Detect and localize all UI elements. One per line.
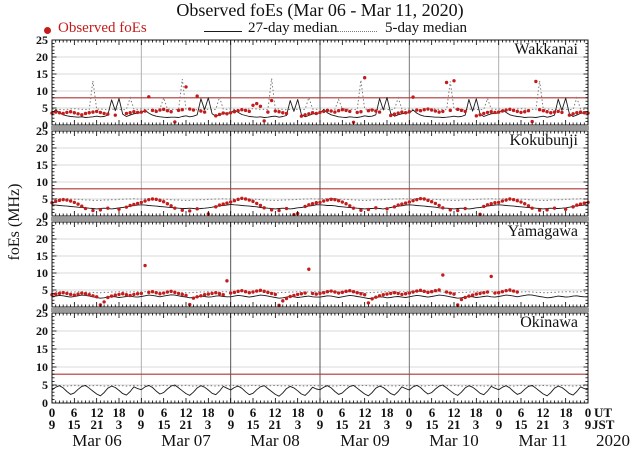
y-tick-label: 15 xyxy=(36,158,48,172)
x-tick-jst: 15 xyxy=(67,417,81,432)
x-tick-ut: 12 xyxy=(90,405,104,420)
x-tick-jst: 9 xyxy=(137,417,145,432)
x-tick-jst: 3 xyxy=(383,417,391,432)
y-tick-label: 10 xyxy=(36,84,48,98)
x-tick-jst: 9 xyxy=(584,417,592,432)
y-tick-label: 0 xyxy=(42,300,48,314)
x-tick-jst: 15 xyxy=(425,417,439,432)
x-tick-ut: 0 xyxy=(227,405,235,420)
x-tick-ut: 6 xyxy=(428,405,436,420)
legend-median5-label: 5-day median xyxy=(385,20,468,36)
y-tick-label: 20 xyxy=(36,50,48,64)
panel-label-okinawa: Okinawa xyxy=(520,314,578,331)
x-tick-jst: 15 xyxy=(157,417,171,432)
y-tick-label: 25 xyxy=(36,306,48,320)
y-tick-label: 10 xyxy=(36,266,48,280)
x-tick-ut: 12 xyxy=(179,405,193,420)
x-tick-ut: 0 xyxy=(48,405,56,420)
x-tick-jst: 21 xyxy=(536,417,550,432)
x-tick-jst: 9 xyxy=(48,417,56,432)
x-tick-ut: 0 xyxy=(495,405,503,420)
x-tick-ut: 6 xyxy=(338,405,346,420)
y-tick-label: 0 xyxy=(42,118,48,132)
legend-median27-label: 27-day median xyxy=(248,20,338,36)
x-tick-jst: 9 xyxy=(316,417,324,432)
date-label: Mar 10 xyxy=(429,431,479,450)
y-tick-label: 15 xyxy=(36,249,48,263)
x-tick-jst: 21 xyxy=(179,417,193,432)
x-tick-jst: 3 xyxy=(562,417,570,432)
x-tick-jst: 21 xyxy=(90,417,104,432)
date-label: Mar 07 xyxy=(161,431,211,450)
ut-unit-label: UT xyxy=(594,405,613,420)
x-tick-jst: 3 xyxy=(294,417,302,432)
median5-line-icon xyxy=(337,31,377,32)
panel-label-kokubunji: Kokubunji xyxy=(509,132,578,149)
x-tick-ut: 0 xyxy=(405,405,413,420)
x-tick-jst: 9 xyxy=(227,417,235,432)
x-tick-jst: 15 xyxy=(335,417,349,432)
x-tick-jst: 3 xyxy=(204,417,212,432)
x-tick-ut: 12 xyxy=(358,405,372,420)
x-tick-ut: 6 xyxy=(249,405,257,420)
observed-dot-icon xyxy=(44,27,51,34)
x-tick-ut: 0 xyxy=(584,405,592,420)
y-tick-label: 10 xyxy=(36,175,48,189)
x-tick-ut: 18 xyxy=(469,405,483,420)
y-tick-label: 20 xyxy=(36,232,48,246)
panel-label-wakkanai: Wakkanai xyxy=(514,41,578,58)
legend-observed-label: Observed foEs xyxy=(58,20,147,36)
x-tick-jst: 21 xyxy=(447,417,461,432)
x-tick-jst: 3 xyxy=(115,417,123,432)
y-tick-label: 20 xyxy=(36,324,48,338)
y-tick-label: 15 xyxy=(36,67,48,81)
jst-unit-label: JST xyxy=(592,417,615,432)
y-tick-label: 5 xyxy=(42,283,48,297)
date-label: Mar 11 xyxy=(518,431,568,450)
x-tick-jst: 9 xyxy=(495,417,503,432)
x-tick-ut: 18 xyxy=(112,405,126,420)
year-label: 2020 xyxy=(596,431,630,450)
date-label: Mar 09 xyxy=(340,431,390,450)
y-tick-label: 0 xyxy=(42,396,48,410)
x-tick-jst: 21 xyxy=(358,417,372,432)
y-tick-label: 5 xyxy=(42,101,48,115)
y-tick-label: 20 xyxy=(36,141,48,155)
x-tick-jst: 15 xyxy=(246,417,260,432)
x-tick-ut: 18 xyxy=(201,405,215,420)
date-label: Mar 08 xyxy=(250,431,300,450)
date-label: Mar 06 xyxy=(72,431,122,450)
median27-line-icon xyxy=(204,31,242,32)
x-tick-ut: 18 xyxy=(380,405,394,420)
x-tick-ut: 18 xyxy=(291,405,305,420)
x-tick-ut: 0 xyxy=(316,405,324,420)
chart-title: Observed foEs (Mar 06 - Mar 11, 2020) xyxy=(176,0,464,20)
x-tick-ut: 0 xyxy=(137,405,145,420)
y-tick-label: 25 xyxy=(36,215,48,229)
x-tick-jst: 15 xyxy=(514,417,528,432)
y-tick-label: 10 xyxy=(36,360,48,374)
x-tick-ut: 12 xyxy=(268,405,282,420)
x-tick-ut: 6 xyxy=(70,405,78,420)
y-tick-label: 5 xyxy=(42,378,48,392)
y-tick-label: 25 xyxy=(36,124,48,138)
x-tick-jst: 9 xyxy=(405,417,413,432)
x-tick-ut: 6 xyxy=(160,405,168,420)
x-tick-ut: 18 xyxy=(559,405,573,420)
panel-label-yamagawa: Yamagawa xyxy=(507,223,578,240)
y-tick-label: 0 xyxy=(42,209,48,223)
y-tick-label: 5 xyxy=(42,192,48,206)
x-tick-ut: 12 xyxy=(447,405,461,420)
y-tick-label: 15 xyxy=(36,342,48,356)
x-tick-ut: 12 xyxy=(536,405,550,420)
x-tick-jst: 3 xyxy=(472,417,480,432)
x-tick-jst: 21 xyxy=(268,417,282,432)
y-tick-label: 25 xyxy=(36,33,48,47)
x-tick-ut: 6 xyxy=(517,405,525,420)
